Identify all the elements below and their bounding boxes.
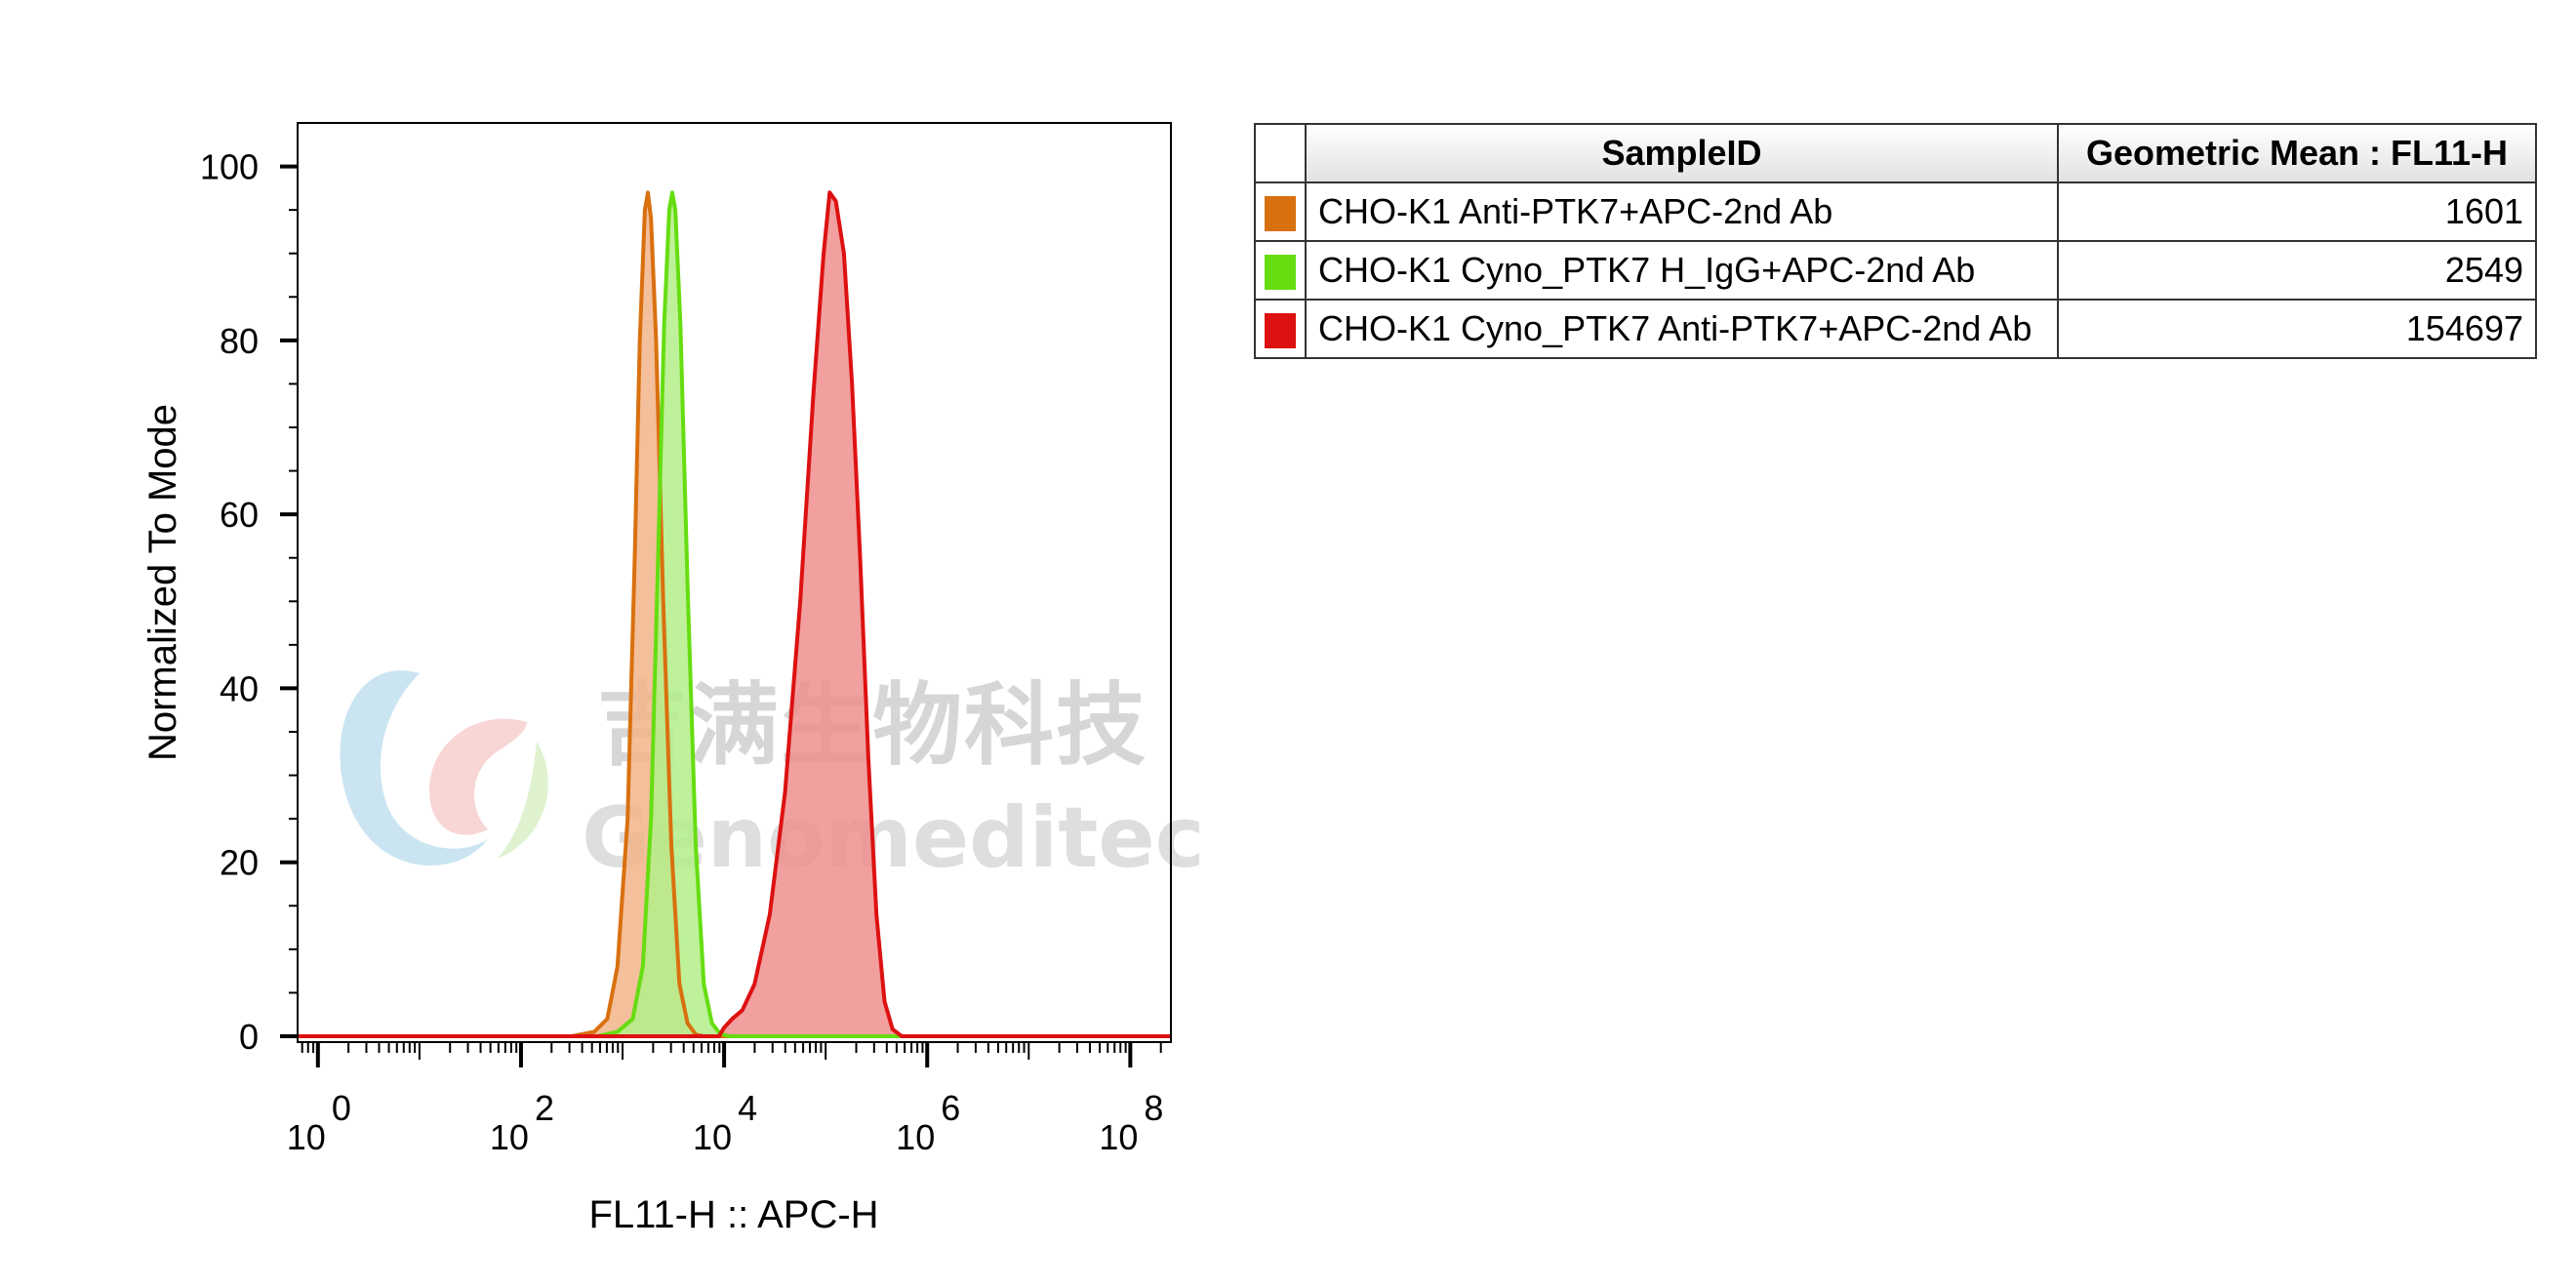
geometric-mean-cell: 2549 [2057,240,2537,301]
y-tick-label: 20 [220,843,259,883]
y-axis-label: Normalized To Mode [141,404,184,761]
y-tick-label: 80 [220,321,259,361]
table-row: CHO-K1 Anti-PTK7+APC-2nd Ab 1601 [1254,181,2537,242]
table-header-row: SampleID Geometric Mean : FL11-H [1254,123,2537,183]
y-tick-label: 40 [220,668,259,708]
table-row: CHO-K1 Cyno_PTK7 H_IgG+APC-2nd Ab 2549 [1254,240,2537,301]
x-tick-label-exponent: 6 [941,1088,960,1128]
swatch-cell [1254,181,1307,242]
color-swatch [1265,313,1296,349]
y-tick-label: 100 [200,147,259,187]
sample-id-cell: CHO-K1 Cyno_PTK7 Anti-PTK7+APC-2nd Ab [1305,299,2059,359]
watermark-logo-blue [340,670,488,866]
header-sample-id: SampleID [1305,123,2059,183]
x-axis-label: FL11-H :: APC-H [588,1193,878,1236]
color-swatch [1265,196,1296,232]
swatch-cell [1254,240,1307,301]
x-tick-label-exponent: 8 [1144,1088,1163,1128]
watermark: 吉满生物科技 Genomeditech [340,670,1200,887]
series-area-3 [298,192,1171,1037]
x-tick-label-exponent: 0 [332,1088,351,1128]
series-line-2 [298,190,1171,1038]
x-tick-label-base: 10 [490,1117,529,1157]
series-area-1 [298,192,1171,1037]
plot-frame [297,122,1172,1043]
series-area-2 [298,192,1171,1037]
color-swatch [1265,255,1296,291]
y-tick-label: 0 [239,1017,259,1057]
watermark-logo-red [429,718,527,835]
x-tick-label-base: 10 [693,1117,732,1157]
geometric-mean-cell: 154697 [2057,299,2537,359]
series-line-3 [298,190,1171,1038]
geometric-mean-cell: 1601 [2057,181,2537,242]
series-layer [298,190,1171,1038]
swatch-header [1254,123,1307,183]
histogram-chart: 吉满生物科技 Genomeditech 02040608010010010210… [141,122,1200,1236]
series-line-1 [298,190,1171,1038]
table-row: CHO-K1 Cyno_PTK7 Anti-PTK7+APC-2nd Ab 15… [1254,299,2537,359]
swatch-cell [1254,299,1307,359]
y-tick-label: 60 [220,495,259,535]
statistics-table: SampleID Geometric Mean : FL11-H CHO-K1 … [1254,123,2537,359]
x-tick-label-exponent: 2 [535,1088,554,1128]
header-geometric-mean: Geometric Mean : FL11-H [2057,123,2537,183]
x-tick-label-base: 10 [896,1117,935,1157]
x-tick-label-base: 10 [1099,1117,1138,1157]
sample-id-cell: CHO-K1 Cyno_PTK7 H_IgG+APC-2nd Ab [1305,240,2059,301]
x-tick-label-base: 10 [287,1117,326,1157]
watermark-logo-green [498,742,548,859]
x-tick-label-exponent: 4 [738,1088,757,1128]
sample-id-cell: CHO-K1 Anti-PTK7+APC-2nd Ab [1305,181,2059,242]
